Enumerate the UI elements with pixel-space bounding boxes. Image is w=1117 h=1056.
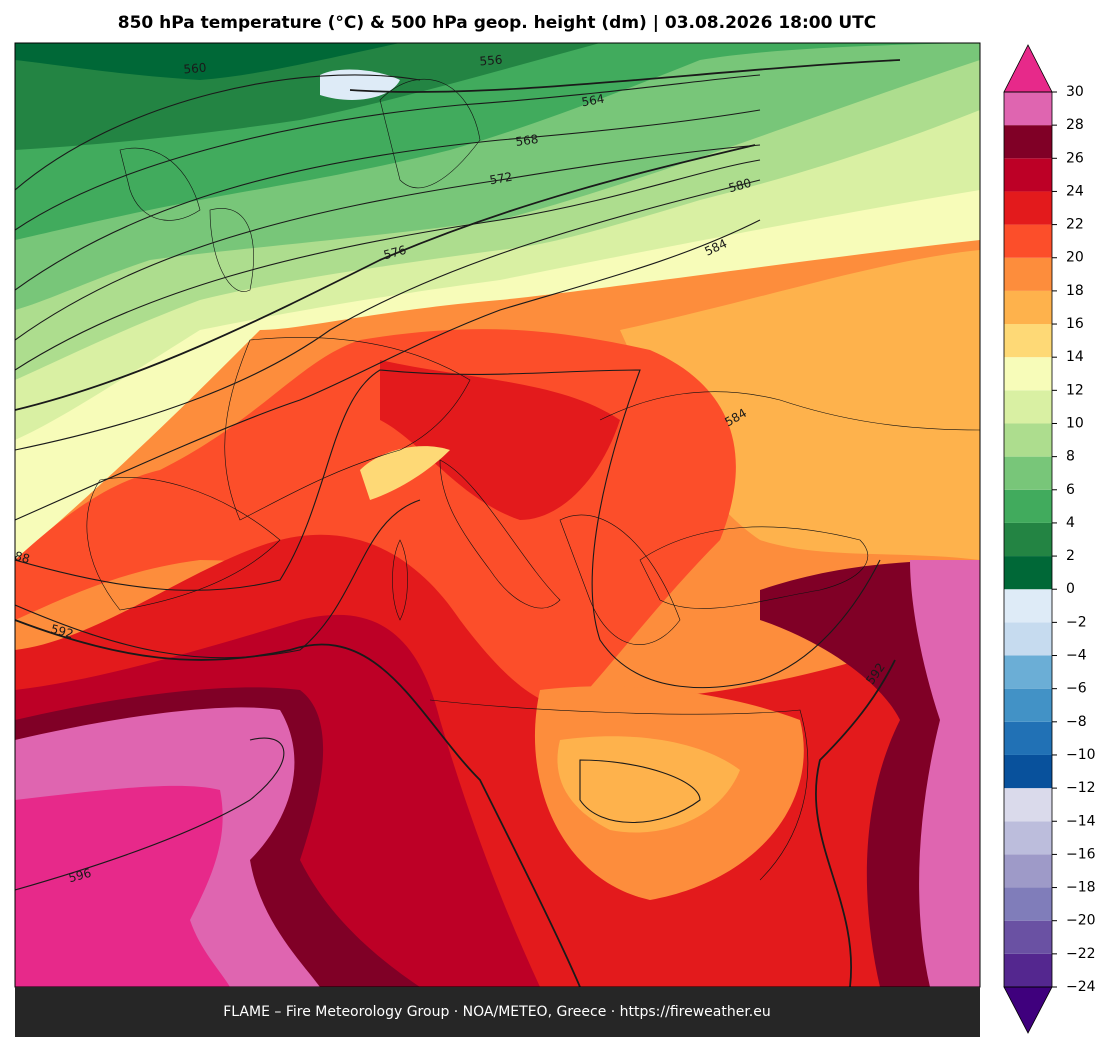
contour-label: 592 bbox=[49, 622, 75, 641]
contour-label: 576 bbox=[382, 243, 408, 262]
colorbar-tick-label: 0 bbox=[1066, 581, 1075, 597]
contour-label: 88 bbox=[13, 549, 31, 566]
contour-label: 560 bbox=[183, 61, 207, 77]
title: 850 hPa temperature (°C) & 500 hPa geop.… bbox=[118, 13, 877, 33]
colorbar-under bbox=[1003, 986, 1053, 1034]
colorbar-bin bbox=[1004, 622, 1052, 656]
colorbar-bin bbox=[1004, 655, 1052, 689]
colorbar-bin bbox=[1004, 456, 1052, 490]
colorbar-tick-label: 2 bbox=[1066, 548, 1075, 564]
colorbar-bin bbox=[1004, 423, 1052, 457]
colorbar-tick-label: 28 bbox=[1066, 117, 1084, 133]
colorbar-bin bbox=[1004, 357, 1052, 391]
colorbar-tick-label: −10 bbox=[1066, 747, 1096, 763]
colorbar-tick-label: 10 bbox=[1066, 415, 1084, 431]
colorbar-tick-label: 24 bbox=[1066, 183, 1084, 199]
contour-label: 596 bbox=[67, 866, 93, 885]
colorbar-bin bbox=[1004, 887, 1052, 921]
colorbar-bin bbox=[1004, 224, 1052, 258]
contour-label: 556 bbox=[479, 53, 503, 69]
colorbar-tick-label: 26 bbox=[1066, 150, 1084, 166]
colorbar-tick-label: −14 bbox=[1066, 813, 1096, 829]
map bbox=[15, 43, 980, 987]
colorbar: −24−22−20−18−16−14−12−10−8−6−4−202468101… bbox=[1003, 44, 1096, 1034]
footer-bar bbox=[15, 987, 980, 1037]
colorbar-bin bbox=[1004, 589, 1052, 623]
colorbar-tick-label: −8 bbox=[1066, 714, 1087, 730]
colorbar-bin bbox=[1004, 390, 1052, 424]
colorbar-bin bbox=[1004, 556, 1052, 590]
colorbar-tick-label: −12 bbox=[1066, 780, 1096, 796]
colorbar-tick-label: 20 bbox=[1066, 250, 1084, 266]
colorbar-tick-label: −20 bbox=[1066, 913, 1096, 929]
colorbar-bin bbox=[1004, 92, 1052, 126]
colorbar-bin bbox=[1004, 191, 1052, 225]
colorbar-bin bbox=[1004, 821, 1052, 855]
colorbar-tick-label: 18 bbox=[1066, 283, 1084, 299]
colorbar-bin bbox=[1004, 688, 1052, 722]
contour-label: 580 bbox=[727, 176, 753, 195]
colorbar-bin bbox=[1004, 721, 1052, 755]
colorbar-tick-label: −16 bbox=[1066, 846, 1096, 862]
colorbar-tick-label: 4 bbox=[1066, 515, 1075, 531]
colorbar-bin bbox=[1004, 257, 1052, 291]
contour-label: 568 bbox=[515, 132, 540, 149]
colorbar-bin bbox=[1004, 522, 1052, 557]
colorbar-tick-label: 16 bbox=[1066, 316, 1084, 332]
colorbar-tick-label: 14 bbox=[1066, 349, 1084, 365]
colorbar-tick-label: 12 bbox=[1066, 382, 1084, 398]
colorbar-tick-label: −24 bbox=[1066, 979, 1096, 995]
contour-label: 564 bbox=[580, 92, 605, 110]
colorbar-tick-label: −6 bbox=[1066, 681, 1087, 697]
colorbar-bin bbox=[1004, 920, 1052, 954]
colorbar-bin bbox=[1004, 290, 1052, 325]
colorbar-bin bbox=[1004, 854, 1052, 888]
colorbar-over bbox=[1003, 44, 1053, 93]
colorbar-frame bbox=[1003, 91, 1053, 988]
colorbar-tick-label: 8 bbox=[1066, 449, 1075, 465]
colorbar-bin bbox=[1004, 754, 1052, 789]
colorbar-bin bbox=[1004, 489, 1052, 523]
colorbar-tick-label: −22 bbox=[1066, 946, 1096, 962]
colorbar-tick-label: −4 bbox=[1066, 648, 1087, 664]
colorbar-tick-label: −2 bbox=[1066, 614, 1087, 630]
colorbar-tick-label: 22 bbox=[1066, 217, 1084, 233]
colorbar-tick-label: −18 bbox=[1066, 880, 1096, 896]
colorbar-bin bbox=[1004, 125, 1052, 159]
colorbar-bin bbox=[1004, 324, 1052, 358]
colorbar-tick-label: 6 bbox=[1066, 482, 1075, 498]
colorbar-bin bbox=[1004, 158, 1052, 192]
colorbar-bin bbox=[1004, 788, 1052, 822]
colorbar-bin bbox=[1004, 953, 1052, 987]
contour-label: 572 bbox=[488, 170, 513, 188]
footer-text: FLAME – Fire Meteorology Group · NOA/MET… bbox=[223, 1004, 771, 1020]
colorbar-tick-label: 30 bbox=[1066, 84, 1084, 100]
